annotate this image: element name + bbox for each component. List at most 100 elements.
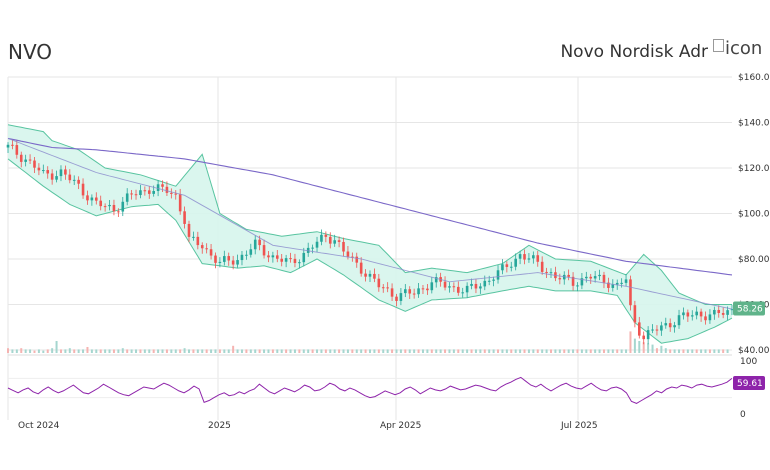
volume-bar [377,349,380,353]
volume-bar [558,349,561,353]
volume-bar [55,341,58,353]
volume-bar [205,349,208,353]
volume-bar [488,349,491,353]
volume-bar [267,349,270,353]
candle-body [602,274,606,283]
candle-body [90,197,94,201]
candle-body [147,190,151,194]
volume-bar [421,349,424,353]
candle-body [417,288,420,295]
candle-body [395,296,398,301]
volume-bar [607,349,610,353]
bollinger-upper-line [7,124,732,305]
candle-body [452,286,456,288]
volume-bar [29,349,32,353]
volume-bar [152,349,155,353]
volume-bar [708,349,711,353]
candle-body [580,278,584,286]
volume-bar [148,349,151,353]
volume-bar [170,349,173,353]
volume-bar [417,349,420,353]
broken-image-icon [713,39,724,52]
rsi-panel: 100 0 59.61 [7,357,765,420]
candle-body [655,329,659,331]
candle-body [112,204,116,212]
candle-body [33,160,36,168]
candle-body [426,288,429,291]
bollinger-band [7,124,733,344]
candle-body [412,293,416,295]
candle-body [505,264,509,267]
candle-body [540,261,544,272]
volume-bar [271,349,274,353]
volume-bar [439,349,442,353]
volume-bar [77,349,80,353]
volume-bar [483,349,486,353]
volume-bar [135,349,138,353]
volume-bar [470,349,473,353]
candle-body [178,194,182,212]
candle-body [593,276,597,279]
candle-body [11,144,14,146]
candle-body [399,293,403,301]
volume-bar [466,349,469,353]
candle-body [545,271,548,273]
candle-body [315,241,319,248]
candle-body [474,283,478,289]
volume-bar [351,349,354,353]
volume-bar [633,338,636,353]
candle-body [607,282,610,288]
candle-body [461,292,465,294]
candle-body [487,280,491,282]
candle-body [125,193,129,202]
volume-bar [435,349,438,353]
volume-bar [580,349,583,353]
volume-bar [218,349,221,353]
candle-body [611,284,615,288]
volume-bar [691,349,694,353]
volume-bar [126,349,129,353]
company-logo-icon: icon [713,38,762,59]
candle-body [470,283,473,286]
volume-bar [364,349,367,353]
candle-body [646,330,650,340]
candle-body [660,325,663,331]
price-tick-label: $120.0 [738,164,770,174]
candle-body [673,325,676,328]
candle-body [368,273,372,277]
volume-bar [722,349,725,353]
candle-body [536,255,540,262]
volume-bar [700,349,703,353]
volume-bar [391,349,394,353]
candle-body [19,154,23,162]
candle-body [496,270,500,280]
volume-bar [408,349,411,353]
volume-bar [33,350,36,353]
moving-averages [7,137,733,310]
candle-body [615,282,619,285]
candle-body [637,322,641,336]
price-axis: $40.00$60.00$80.00$100.0$120.0$140.0$160… [733,73,770,356]
volume-bar [501,349,504,353]
volume-bar [20,348,23,353]
candle-body [130,193,133,195]
volume-bar [360,349,363,353]
volume-bar [139,349,142,353]
volume-bar [42,350,45,353]
candle-body [404,289,407,294]
volume-bar [404,349,407,353]
candle-body [24,159,27,162]
volume-bar [651,344,654,353]
candle-body [430,282,434,291]
volume-bar [678,349,681,353]
volume-bar [682,349,685,353]
volume-bar [99,349,102,353]
candle-body [170,192,173,194]
candle-body [245,254,248,256]
volume-bar [316,349,319,353]
volume-bar [510,349,513,353]
candle-body [620,282,623,284]
candle-body [465,285,469,293]
rsi-value-label: 59.61 [737,379,763,389]
candle-body [328,236,332,244]
